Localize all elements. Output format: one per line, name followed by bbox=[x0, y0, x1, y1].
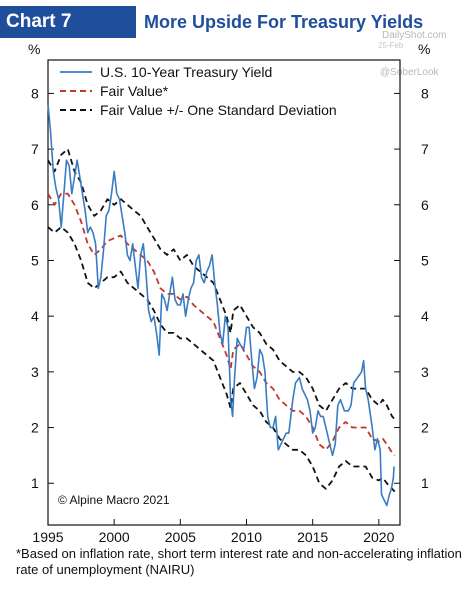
y-tick-label-left-4: 4 bbox=[31, 308, 39, 324]
y-tick-label-right-1: 1 bbox=[421, 475, 429, 491]
fair-value-line bbox=[47, 192, 396, 457]
x-tick-label-2005: 2005 bbox=[165, 529, 196, 545]
chart-number-badge: Chart 7 bbox=[0, 6, 136, 38]
lower-band-line bbox=[47, 226, 396, 493]
legend: U.S. 10-Year Treasury Yield Fair Value* Fa… bbox=[60, 64, 337, 118]
y-tick-label-left-6: 6 bbox=[31, 197, 39, 213]
chart: % % 1 1 2 2 3 3 4 4 5 5 6 6 7 7 8 8 1995 2000 2005 2010 2015… bbox=[28, 41, 430, 545]
x-tick-label-1995: 1995 bbox=[32, 529, 63, 545]
watermark-site: DailyShot.com bbox=[382, 30, 447, 41]
upper-band-line bbox=[47, 148, 396, 420]
y-tick-label-left-5: 5 bbox=[31, 252, 39, 268]
x-tick-label-2020: 2020 bbox=[363, 529, 394, 545]
y-tick-label-left-3: 3 bbox=[31, 364, 39, 380]
y-tick-label-right-2: 2 bbox=[421, 420, 429, 436]
y-tick-label-right-5: 5 bbox=[421, 252, 429, 268]
legend-fair-value-label: Fair Value* bbox=[100, 83, 169, 99]
copyright-text: © Alpine Macro 2021 bbox=[58, 493, 170, 507]
watermark-handle: @SoberLook bbox=[380, 67, 439, 78]
right-axis-unit: % bbox=[418, 41, 430, 57]
y-tick-label-right-8: 8 bbox=[421, 85, 429, 101]
plot-frame bbox=[47, 59, 401, 526]
axes: 1 1 2 2 3 3 4 4 5 5 6 6 7 7 8 8 1995 2000 2005 2010 2015 2020 bbox=[31, 85, 429, 545]
series-lines bbox=[47, 104, 396, 507]
y-tick-label-left-1: 1 bbox=[31, 475, 39, 491]
y-tick-label-right-4: 4 bbox=[421, 308, 429, 324]
chart-title: More Upside For Treasury Yields bbox=[144, 12, 424, 32]
x-tick-label-2010: 2010 bbox=[231, 529, 262, 545]
y-tick-label-right-3: 3 bbox=[421, 364, 429, 380]
y-tick-label-right-7: 7 bbox=[421, 141, 429, 157]
y-tick-label-left-8: 8 bbox=[31, 85, 39, 101]
left-axis-unit: % bbox=[28, 41, 40, 57]
chart-header: Chart 7 More Upside For Treasury Yields bbox=[0, 6, 474, 40]
y-tick-label-left-2: 2 bbox=[31, 420, 39, 436]
treasury-yield-line bbox=[47, 104, 395, 507]
legend-std-dev-band-label: Fair Value +/- One Standard Deviation bbox=[100, 102, 337, 118]
watermark-date: 25-Feb bbox=[378, 41, 404, 50]
y-tick-label-left-7: 7 bbox=[31, 141, 39, 157]
footnote: *Based on inflation rate, short term int… bbox=[16, 546, 462, 577]
legend-treasury-yield-label: U.S. 10-Year Treasury Yield bbox=[100, 64, 272, 80]
x-tick-label-2000: 2000 bbox=[99, 529, 130, 545]
x-tick-label-2015: 2015 bbox=[297, 529, 328, 545]
y-tick-label-right-6: 6 bbox=[421, 197, 429, 213]
